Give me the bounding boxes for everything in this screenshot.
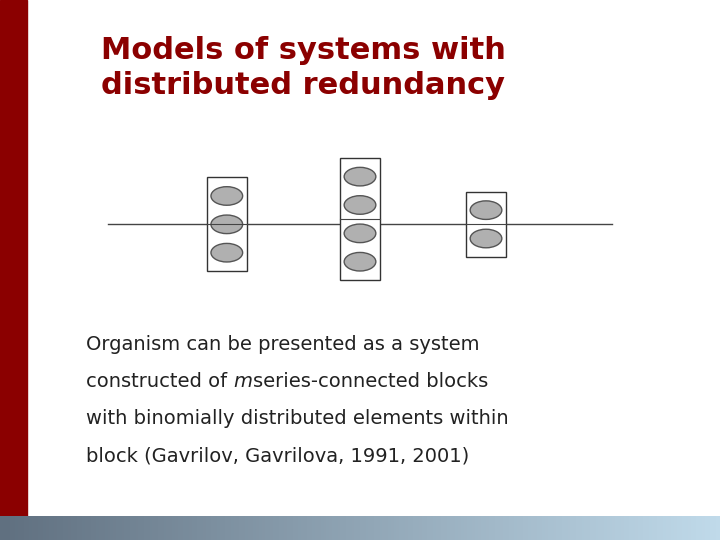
Text: Organism can be presented as a system: Organism can be presented as a system [86,335,480,354]
Text: constructed of: constructed of [86,373,234,392]
Text: block (Gavrilov, Gavrilova, 1991, 2001): block (Gavrilov, Gavrilova, 1991, 2001) [86,447,469,465]
Ellipse shape [344,252,376,271]
Text: m: m [234,373,253,392]
Text: with binomially distributed elements within: with binomially distributed elements wit… [86,409,509,428]
Ellipse shape [211,215,243,234]
Ellipse shape [211,187,243,205]
Ellipse shape [344,167,376,186]
Bar [0,0,27,516]
Bar [467,192,506,257]
Bar [340,158,380,280]
Ellipse shape [344,195,376,214]
Ellipse shape [470,229,502,248]
Ellipse shape [470,201,502,219]
Ellipse shape [344,224,376,242]
Ellipse shape [211,244,243,262]
Bar [207,178,246,271]
Text: Models of systems with
distributed redundancy: Models of systems with distributed redun… [101,36,505,100]
Text: series-connected blocks: series-connected blocks [253,373,488,392]
